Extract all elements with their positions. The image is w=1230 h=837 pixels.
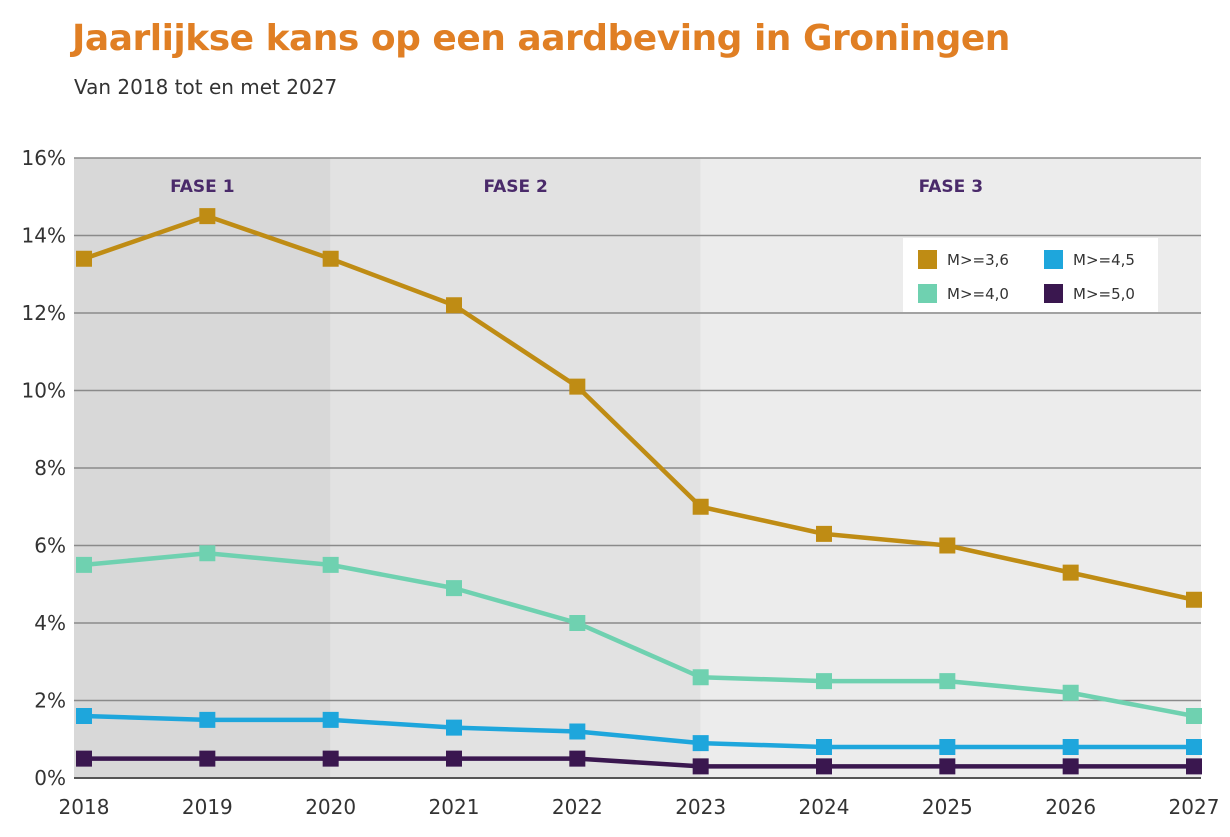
data-point [76,750,92,767]
legend-label: M>=4,0 [947,285,1009,303]
data-point [76,708,92,724]
data-point [692,498,709,515]
phase-label: FASE 3 [919,177,983,197]
data-point [322,250,339,267]
data-point [569,723,586,740]
data-point [816,673,832,690]
x-tick-label: 2019 [182,795,233,819]
series-M>=4,0 [76,545,1202,724]
data-point [1062,564,1079,581]
series-line [83,213,1195,602]
data-point [569,615,586,631]
y-tick-label: 0% [34,766,66,790]
data-point [199,208,216,225]
legend-swatch [918,250,937,269]
y-tick-label: 12% [22,301,66,325]
y-tick-label: 6% [34,534,66,558]
y-tick-label: 8% [34,456,66,480]
data-point [1186,758,1202,775]
series-line [83,713,1194,750]
legend-swatch [1044,250,1063,269]
legend-swatch [1044,284,1063,303]
y-tick-label: 4% [34,611,66,635]
series-line [83,551,1195,719]
data-point [446,719,462,736]
series-M>=5,0 [76,750,1202,775]
x-tick-label: 2022 [552,795,603,819]
chart-subtitle: Van 2018 tot en met 2027 [74,75,338,99]
series-M>=4,5 [76,708,1202,755]
legend-label: M>=3,6 [947,251,1009,269]
legend-label: M>=4,5 [1073,251,1135,269]
series-M>=3,6 [76,208,1202,608]
y-tick-label: 10% [22,379,66,403]
data-point [199,545,216,562]
phase-label: FASE 2 [483,177,547,197]
data-point [1062,758,1079,775]
data-point [1186,591,1202,608]
data-point [569,378,586,395]
x-tick-label: 2021 [429,795,480,819]
data-point [1062,684,1079,701]
data-point [1186,708,1202,724]
data-point [569,750,586,767]
data-point [446,580,462,597]
x-tick-label: 2020 [305,795,356,819]
data-point [939,673,956,690]
x-tick-label: 2023 [675,795,726,819]
y-tick-label: 16% [22,146,66,170]
x-tick-label: 2024 [799,795,850,819]
gridlines [74,157,1201,779]
data-point [446,750,462,767]
data-point [322,711,339,728]
x-tick-label: 2025 [922,795,973,819]
x-tick-label: 2026 [1045,795,1096,819]
chart-title: Jaarlijkse kans op een aardbeving in Gro… [72,18,1010,59]
x-axis-ticks: 2018 2019 2020 2021 2022 2023 2024 2025 2026 2027 [59,795,1220,819]
data-point [322,556,339,573]
y-tick-label: 2% [34,689,66,713]
data-point [939,739,956,755]
x-tick-label: 2027 [1169,795,1220,819]
data-point [446,297,462,314]
data-point [1062,739,1079,755]
data-point [1186,739,1202,755]
series-lines [76,208,1202,775]
data-point [199,711,216,728]
data-point [939,758,956,775]
data-point [816,739,832,755]
y-axis-ticks: 0% 2% 4% 6% 8% 10% 12% 14% 16% [22,146,66,790]
data-point [692,735,709,752]
data-point [692,758,709,775]
data-point [816,758,832,775]
phase-labels: FASE 1 FASE 2 FASE 3 [170,177,983,197]
data-point [322,750,339,767]
y-tick-label: 14% [22,224,66,248]
data-point [939,537,956,554]
data-point [816,525,832,542]
data-point [76,556,92,573]
data-point [199,750,216,767]
legend: M>=3,6 M>=4,0 M>=4,5 M>=5,0 [903,238,1158,312]
data-point [76,250,92,267]
data-point [692,669,709,686]
legend-box [903,238,1158,312]
series-line [84,756,1194,769]
phase-label: FASE 1 [170,177,234,197]
x-tick-label: 2018 [59,795,110,819]
legend-swatch [918,284,937,303]
legend-label: M>=5,0 [1073,285,1135,303]
